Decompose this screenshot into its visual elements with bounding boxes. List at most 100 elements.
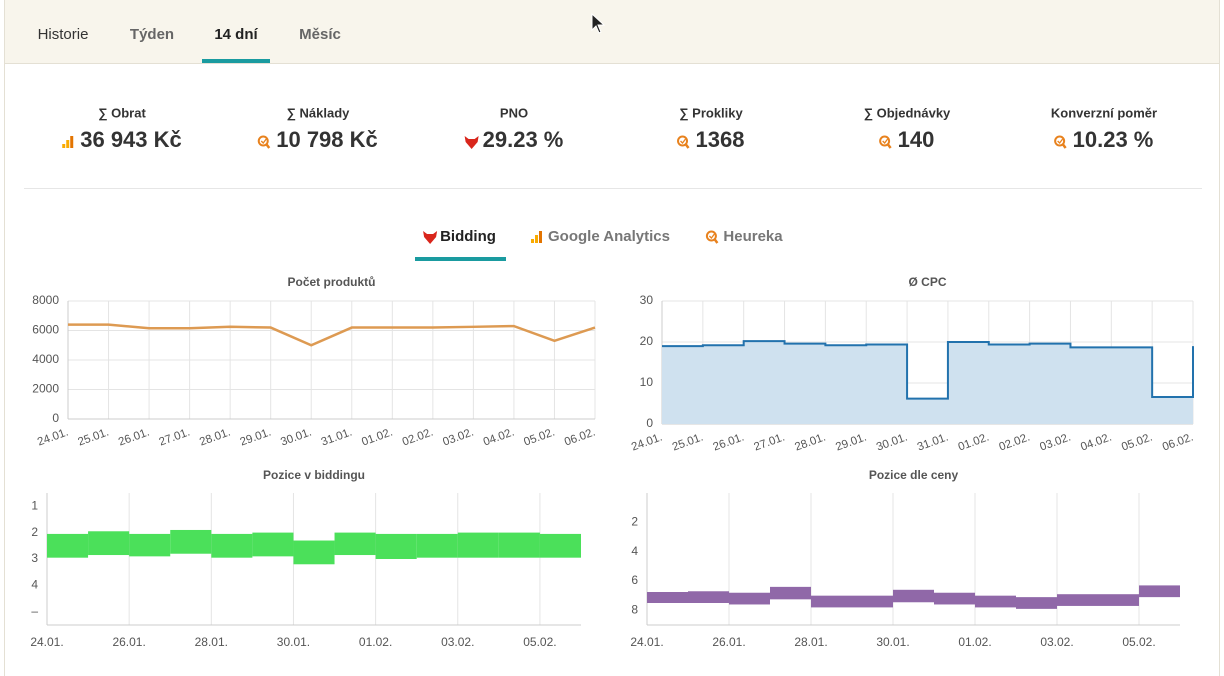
icon-heureka xyxy=(882,138,889,144)
y-tick-label: 20 xyxy=(640,334,654,348)
range-bar xyxy=(498,532,540,558)
tab-underline xyxy=(202,59,270,63)
x-tick-label: 26.01. xyxy=(112,635,145,649)
stat-label: ∑ Prokliky xyxy=(679,105,743,120)
y-tick-label: 10 xyxy=(640,375,654,389)
line xyxy=(68,323,596,347)
icon-heureka xyxy=(713,238,719,244)
range-bar xyxy=(811,595,852,608)
y-tick-label: 4 xyxy=(631,544,638,558)
icon-heureka xyxy=(879,135,891,147)
y-tick-label: 0 xyxy=(646,416,653,430)
chart-title: Pozice dle ceny xyxy=(869,468,959,482)
icon-heureka xyxy=(265,143,271,149)
stat-value: 10.23 % xyxy=(1073,127,1154,152)
icon-ga xyxy=(535,235,539,243)
stat-value: 140 xyxy=(898,127,935,152)
stat-label: ∑ Objednávky xyxy=(864,105,951,120)
range-bar xyxy=(1139,585,1180,598)
x-tick-label: 03.02. xyxy=(1040,635,1073,649)
tab[interactable]: Měsíc xyxy=(299,26,341,43)
x-tick-label: 05.02. xyxy=(1122,635,1155,649)
icon-heureka xyxy=(1061,143,1067,149)
stat-label: Konverzní poměr xyxy=(1051,105,1157,120)
stat-value: 1368 xyxy=(696,127,745,152)
x-tick-label: 26.01. xyxy=(712,635,745,649)
range-bar xyxy=(334,532,376,556)
stat-label: PNO xyxy=(500,105,528,120)
stat-value: 36 943 Kč xyxy=(80,127,182,152)
tab[interactable]: Týden xyxy=(130,26,174,43)
icon-ga xyxy=(539,231,543,243)
icon-heureka xyxy=(705,230,717,242)
x-tick-label: 01.02. xyxy=(359,635,392,649)
icon-heureka xyxy=(708,233,715,239)
y-tick-label: 8 xyxy=(631,603,638,617)
y-tick-label: 30 xyxy=(640,293,654,307)
range-bar xyxy=(688,591,729,603)
range-bar xyxy=(770,586,811,600)
subtab[interactable]: Google Analytics xyxy=(548,228,670,245)
y-tick-label: 3 xyxy=(31,551,38,565)
icon-heureka xyxy=(257,135,269,147)
icon-ga xyxy=(531,239,535,243)
range-bar xyxy=(893,589,934,603)
range-bar xyxy=(729,592,770,605)
subtab[interactable]: Heureka xyxy=(723,228,783,245)
icon-heureka xyxy=(1054,135,1066,147)
x-tick-label: 28.01. xyxy=(794,635,827,649)
icon-heureka xyxy=(677,135,689,147)
stat-value: 10 798 Kč xyxy=(276,127,378,152)
x-tick-label: 03.02. xyxy=(441,635,474,649)
stat-label: ∑ Náklady xyxy=(287,105,351,120)
x-tick-label: 30.01. xyxy=(876,635,909,649)
range-bar xyxy=(1016,597,1057,609)
y-tick-label: 2000 xyxy=(32,382,59,396)
cursor xyxy=(591,12,606,34)
subtab[interactable]: Bidding xyxy=(440,228,496,245)
range-bar xyxy=(852,595,893,608)
x-tick-label: 01.02. xyxy=(958,635,991,649)
x-tick-label: 24.01. xyxy=(630,635,663,649)
chart-title: Ø CPC xyxy=(908,275,946,289)
range-bar xyxy=(47,533,89,558)
range-bar xyxy=(416,533,458,558)
area xyxy=(662,341,1193,424)
icon-ga xyxy=(66,140,70,148)
y-tick-label: 4 xyxy=(31,578,38,592)
range-bar xyxy=(170,529,212,554)
icon-heureka xyxy=(260,138,267,144)
x-tick-label: 05.02. xyxy=(523,635,556,649)
subtab-underline xyxy=(415,257,506,261)
icon-ga xyxy=(62,144,66,148)
range-bar xyxy=(975,595,1016,608)
y-tick-label: 2 xyxy=(31,525,38,539)
y-tick-label: – xyxy=(31,604,38,618)
range-bar xyxy=(934,592,975,605)
stat-label: ∑ Obrat xyxy=(98,105,146,120)
y-tick-label: 2 xyxy=(631,515,638,529)
range-bar xyxy=(1057,594,1098,606)
icon-bidding xyxy=(464,136,479,149)
range-bar xyxy=(88,531,130,556)
y-tick-label: 1 xyxy=(31,498,38,512)
tab[interactable]: Historie xyxy=(38,26,89,43)
range-bar xyxy=(539,533,581,558)
step-line xyxy=(662,340,1194,400)
x-tick-label: 28.01. xyxy=(195,635,228,649)
icon-heureka xyxy=(886,143,892,149)
range-bar xyxy=(457,532,499,558)
icon-heureka xyxy=(684,143,690,149)
range-bar xyxy=(211,533,253,558)
range-bar xyxy=(129,533,171,557)
y-tick-label: 0 xyxy=(52,411,59,425)
icon-heureka xyxy=(1057,138,1064,144)
range-bar xyxy=(375,533,417,559)
y-tick-label: 6000 xyxy=(32,323,59,337)
icon-bidding xyxy=(423,231,438,244)
range-bar xyxy=(1098,594,1139,606)
tab[interactable]: 14 dní xyxy=(214,26,258,43)
